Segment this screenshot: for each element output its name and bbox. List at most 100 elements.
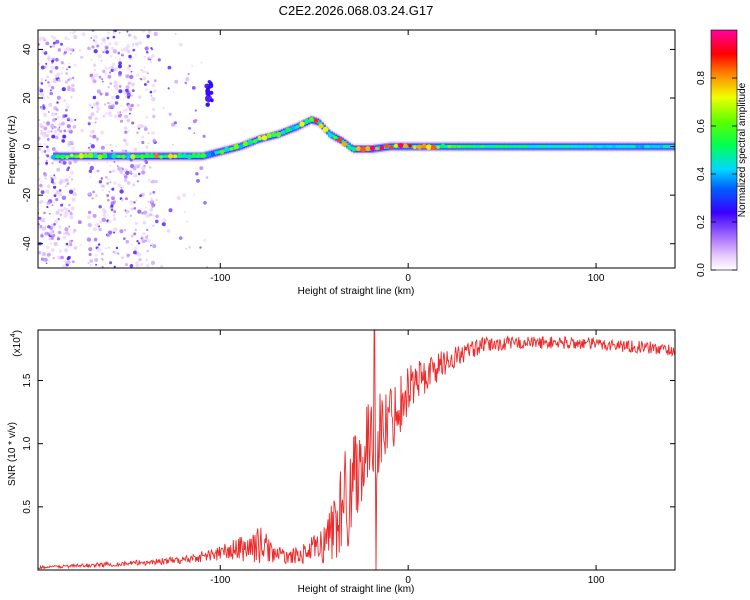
spectrogram-ridge-band	[488, 144, 491, 149]
spectrogram-noise-point	[67, 38, 70, 41]
spectrogram-noise-point	[67, 140, 71, 144]
spectrogram-noise-point	[184, 81, 188, 85]
spectrogram-noise-point	[57, 218, 60, 221]
spectrogram-noise-point	[153, 79, 157, 83]
spectrogram-noise-point	[49, 91, 53, 96]
spectrogram-noise-point	[133, 207, 137, 210]
spectrogram-noise-point	[56, 72, 61, 77]
spectrogram-noise-point	[110, 204, 114, 208]
spectrogram-noise-point	[42, 147, 45, 149]
spectrogram-noise-point	[124, 180, 127, 183]
spectrogram-noise-point	[129, 74, 134, 80]
spectrogram-noise-point	[57, 235, 60, 238]
spectrogram-noise-point	[113, 181, 117, 186]
spectrogram-noise-point	[155, 214, 159, 219]
spectrogram-noise-point	[106, 161, 109, 164]
spectrogram-noise-point	[68, 175, 71, 179]
spectrogram-noise-point	[101, 78, 104, 81]
spectrogram-noise-point	[109, 144, 112, 146]
spectrogram-noise-point	[96, 110, 99, 113]
spectrogram-noise-point	[51, 204, 54, 207]
spectrogram-noise-point	[127, 130, 130, 133]
spectrogram-noise-point	[119, 229, 124, 234]
spectrogram-noise-point	[67, 117, 71, 120]
spectrogram-noise-point	[111, 62, 115, 66]
spectrogram-noise-point	[43, 132, 47, 135]
spectrogram-noise-point	[110, 65, 115, 70]
snr-x-label: Height of straight line (km)	[298, 584, 415, 595]
spectrogram-noise-point	[154, 179, 158, 184]
spectrogram-noise-point	[71, 83, 75, 88]
spectrogram-noise-point	[93, 237, 98, 242]
spectrogram-noise-point	[125, 263, 128, 267]
spectrogram-noise-point	[111, 187, 115, 191]
spectrogram-ridge-point	[328, 133, 333, 138]
spectrogram-ridge-band	[289, 127, 293, 132]
spectrogram-noise-point	[130, 103, 134, 108]
spectrogram-noise-point	[62, 160, 67, 165]
spectrogram-noise-point	[203, 201, 207, 205]
spectrogram-ridge-point	[125, 153, 131, 160]
spectrogram-ridge-point	[522, 145, 527, 149]
spectrogram-ridge-point	[295, 125, 300, 129]
spectrogram-ridge-point	[583, 145, 588, 149]
spectrogram-noise-point	[195, 172, 199, 176]
spectrogram-noise-point	[149, 208, 153, 212]
spectrogram-noise-point	[53, 194, 57, 198]
spectrogram-noise-point	[110, 201, 115, 206]
spectrogram-noise-point	[48, 111, 50, 113]
spectrogram-noise-point	[112, 49, 118, 54]
spectrogram-noise-point	[43, 51, 48, 55]
spectrogram-noise-point	[38, 136, 41, 141]
spectrogram-ridge-point	[257, 136, 262, 140]
spectrogram-noise-point	[96, 44, 100, 48]
spectrogram-noise-point	[107, 177, 110, 181]
spectrogram-noise-point	[114, 227, 118, 231]
spectrogram-ridge-band	[64, 154, 67, 158]
spectrogram-noise-point	[133, 147, 138, 152]
spectrogram-ridge-point	[205, 152, 211, 157]
spectrogram-noise-point	[65, 47, 70, 52]
spectrogram-noise-point	[45, 262, 48, 265]
spectrogram-noise-point	[88, 247, 93, 252]
spectrogram-noise-point	[70, 118, 74, 122]
spectrogram-noise-point	[57, 208, 61, 212]
spectrogram-noise-point	[102, 213, 107, 218]
colorbar-label: Normalized spectral amplitude	[737, 82, 748, 217]
spectrogram-noise-point	[111, 46, 114, 50]
spectrogram-noise-point	[146, 249, 150, 253]
spectrogram-ridge-point	[50, 155, 56, 160]
spectrogram-ridge-point	[167, 153, 174, 159]
spectrogram-noise-point	[127, 181, 131, 185]
spectrogram-noise-point	[60, 208, 64, 213]
spectrogram-noise-point	[110, 68, 114, 72]
spectrogram-noise-point	[88, 169, 93, 173]
spectrogram-noise-point	[54, 243, 56, 246]
spectrogram-noise-point	[157, 58, 161, 62]
spectrogram-y-label: Frequency (Hz)	[7, 116, 18, 185]
colorbar-tick-label: 0.2	[696, 215, 707, 229]
spectrogram-noise-point	[119, 189, 124, 194]
spectrogram-ridge-point	[191, 153, 197, 158]
spectrogram-noise-point	[113, 217, 117, 222]
spectrogram-noise-point	[149, 213, 153, 217]
spectrogram-noise-point	[104, 66, 108, 71]
spectrogram-noise-point	[121, 149, 125, 153]
spectrogram-noise-point	[46, 205, 49, 209]
spectrogram-ridge-point	[384, 144, 389, 149]
spectrogram-noise-point	[102, 69, 106, 74]
spectrogram-noise-point	[50, 177, 53, 180]
spectrogram-noise-point	[53, 174, 56, 177]
spectrogram-noise-point	[69, 52, 72, 55]
spectrogram-noise-point	[145, 214, 150, 219]
spectrogram-noise-point	[93, 63, 97, 67]
spectrogram-noise-point	[69, 243, 72, 246]
spectrogram-noise-point	[120, 198, 124, 202]
spectrogram-noise-point	[151, 131, 156, 136]
spectrogram-noise-point	[56, 237, 61, 241]
spectrogram-noise-point	[129, 200, 134, 205]
spectrogram-noise-point	[141, 69, 145, 73]
spectrogram-noise-point	[107, 74, 112, 79]
spectrogram-ridge-point	[408, 144, 412, 148]
spectrogram-ridge-point	[555, 145, 560, 149]
